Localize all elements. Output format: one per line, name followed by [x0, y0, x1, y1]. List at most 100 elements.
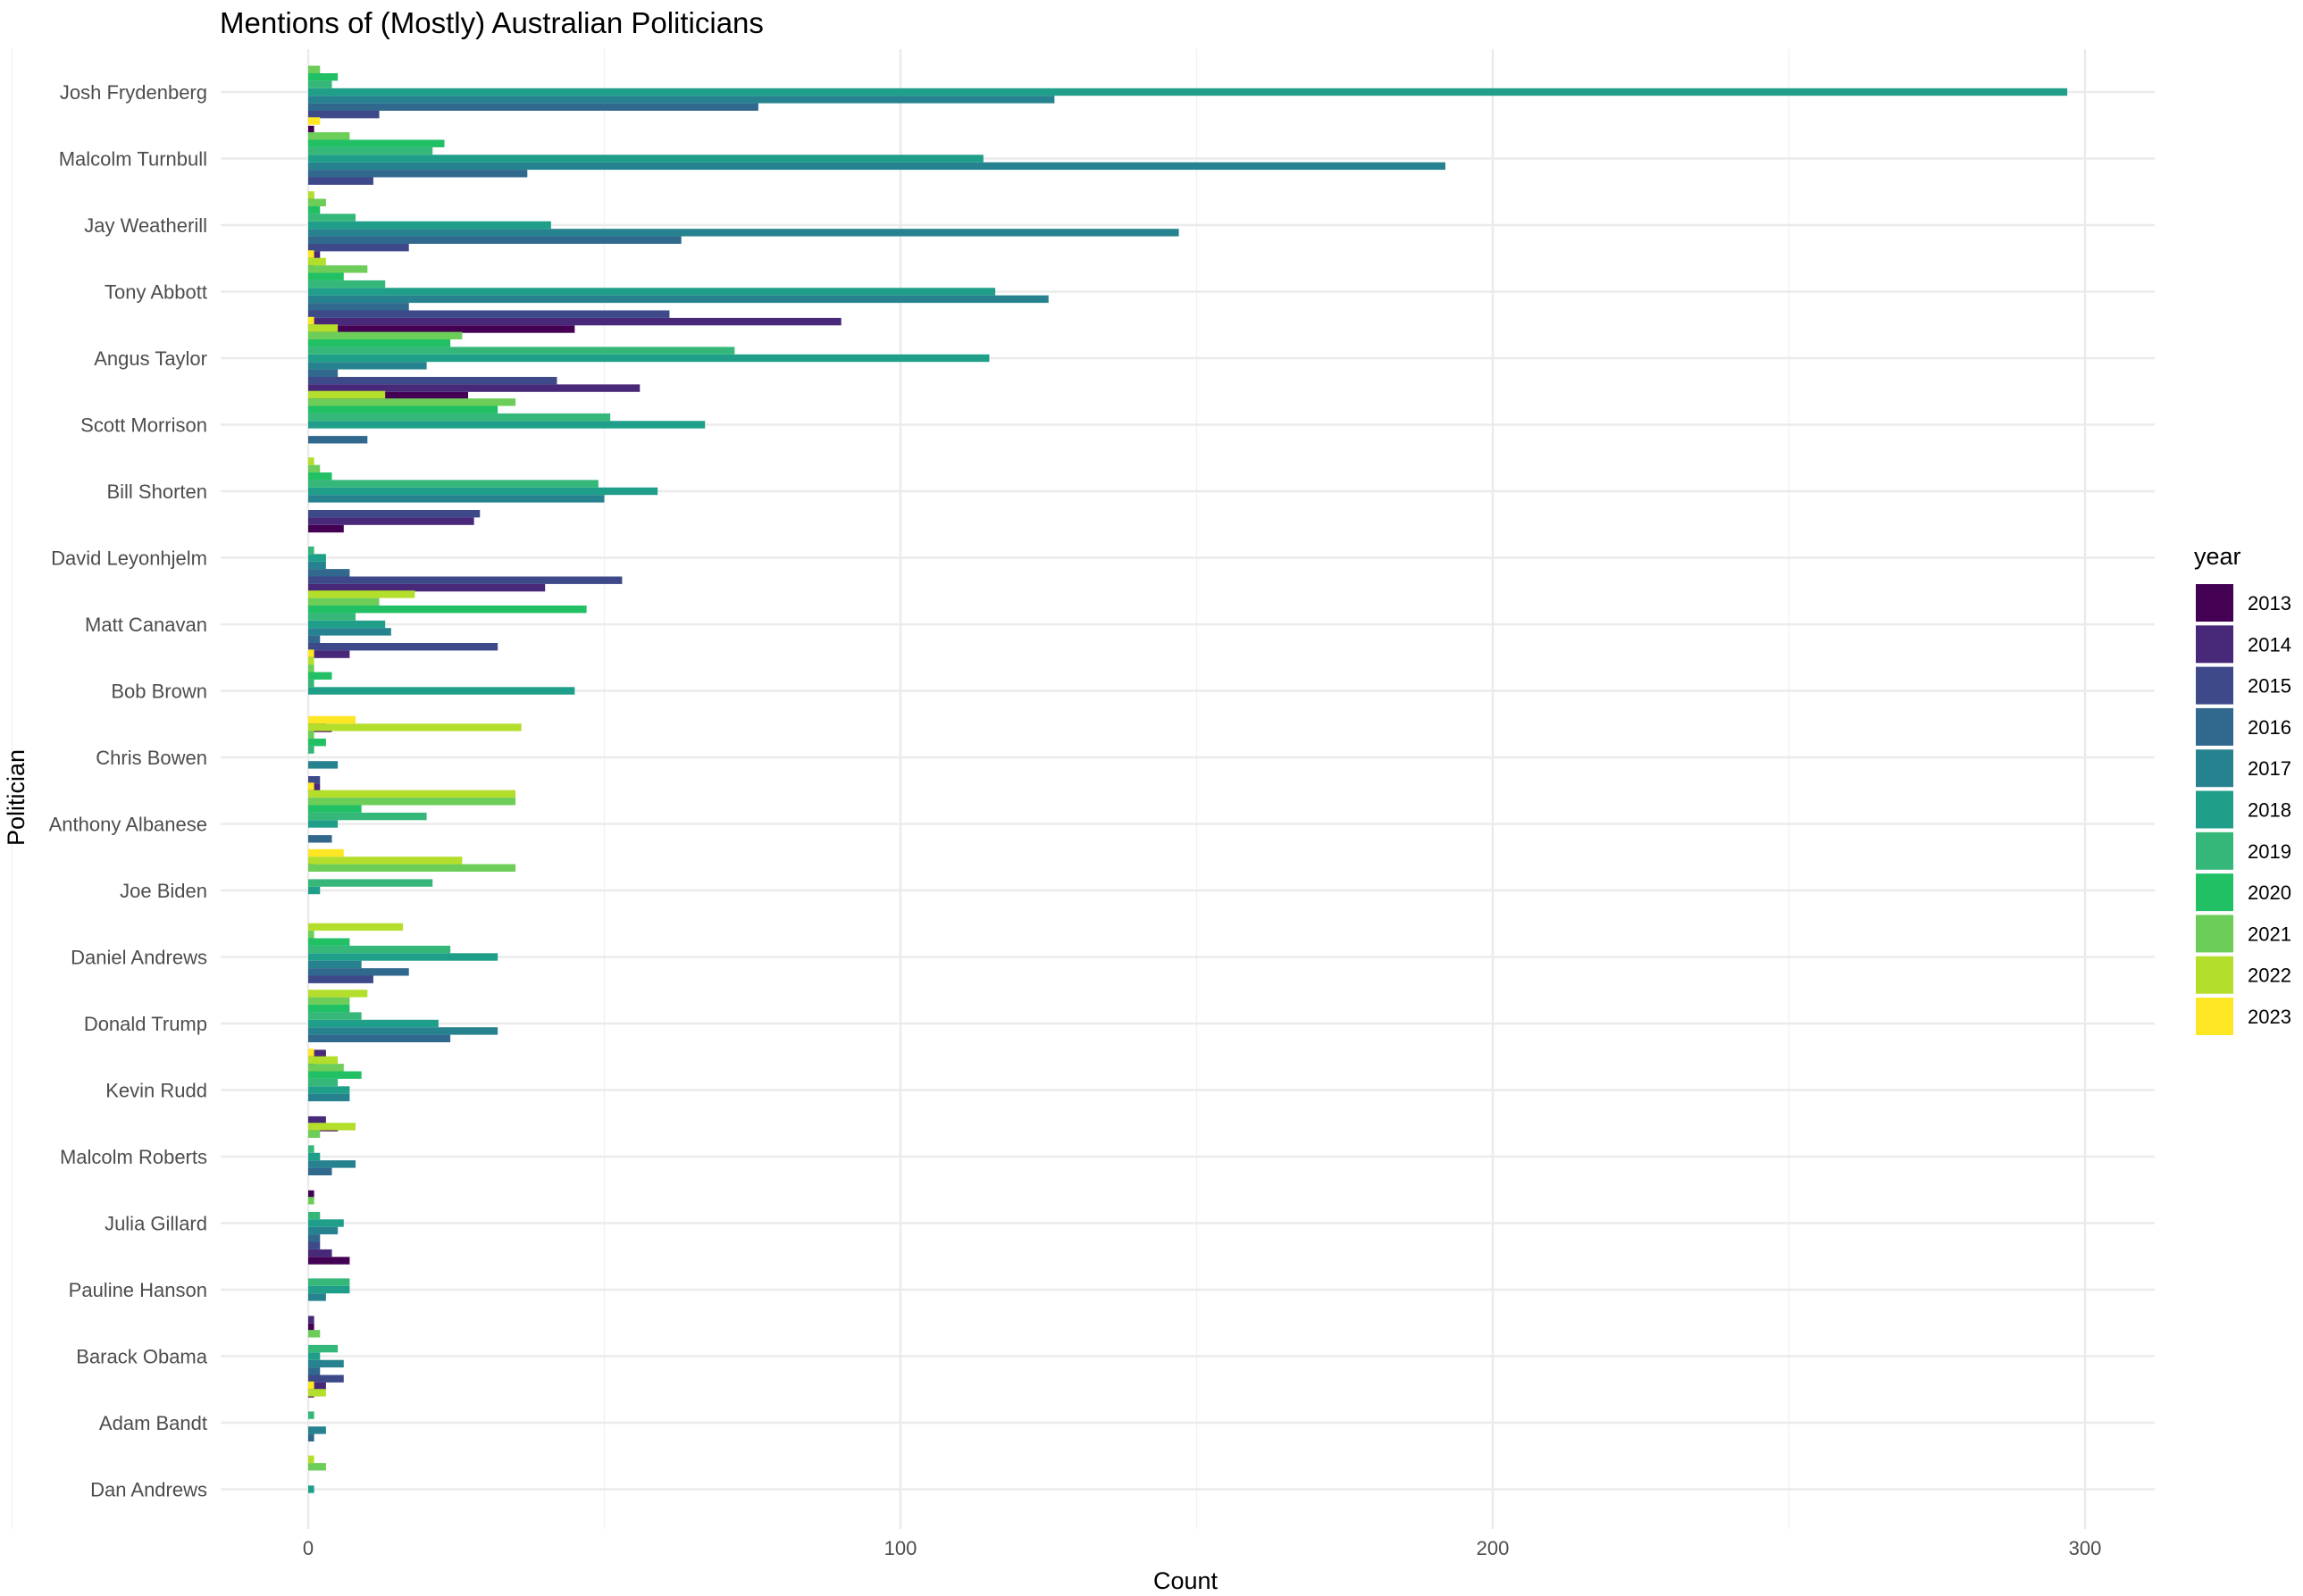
bar: [308, 546, 314, 555]
bar: [308, 1190, 314, 1199]
bar: [308, 213, 356, 221]
legend-label: 2015: [2248, 675, 2291, 698]
bar: [308, 295, 1049, 304]
bar: [308, 244, 409, 252]
bar: [308, 1093, 350, 1102]
y-tick-label: Angus Taylor: [94, 347, 207, 370]
chart-title: Mentions of (Mostly) Australian Politici…: [220, 6, 764, 39]
bar: [308, 731, 314, 739]
bar: [308, 679, 314, 688]
bar: [308, 746, 314, 754]
bar: [308, 480, 599, 488]
y-tick-label: Bill Shorten: [106, 480, 207, 503]
bar: [308, 812, 427, 821]
x-tick-labels: 0 100 200 300: [303, 1537, 2101, 1559]
bar: [308, 257, 326, 266]
bar: [308, 369, 339, 377]
bar: [308, 886, 321, 895]
bar: [308, 628, 391, 636]
bar: [308, 347, 735, 355]
bar: [308, 1359, 344, 1368]
bar: [308, 229, 1179, 237]
y-tick-label: Chris Bowen: [96, 747, 207, 769]
bar: [308, 1249, 332, 1258]
bar: [308, 945, 451, 954]
bar: [308, 649, 314, 657]
bar: [308, 103, 758, 111]
bar: [308, 938, 350, 946]
bar: [308, 1241, 321, 1249]
bar: [308, 390, 386, 399]
bar: [308, 155, 984, 163]
bar: [308, 384, 641, 392]
bar: [308, 170, 528, 178]
bar: [308, 569, 350, 577]
bar: [308, 80, 332, 88]
legend-key: [2196, 749, 2233, 788]
bar: [308, 206, 321, 214]
bar: [308, 650, 350, 658]
y-axis-title: Politician: [3, 749, 29, 846]
y-tick-label: Pauline Hanson: [69, 1279, 207, 1301]
bar: [308, 635, 321, 643]
bar: [308, 960, 362, 969]
bar: [308, 354, 990, 363]
bar: [308, 1285, 350, 1294]
bar: [308, 325, 575, 333]
legend-key: [2196, 956, 2233, 994]
legend-label: 2019: [2248, 840, 2291, 863]
legend-label: 2022: [2248, 965, 2291, 987]
legend-key: [2196, 998, 2233, 1035]
bar: [308, 576, 623, 584]
bar: [308, 723, 522, 731]
bar: [308, 1049, 314, 1057]
bar: [308, 1034, 451, 1042]
bar: [308, 1130, 321, 1138]
bar: [308, 1219, 344, 1227]
bar: [308, 820, 339, 828]
legend-label: 2014: [2248, 633, 2291, 656]
bar: [308, 848, 344, 857]
legend: year 2013 2014 2015 2016 2017 2018 2019 2020 202…: [2194, 543, 2291, 1035]
bar: [308, 1005, 350, 1013]
x-tick-label: 0: [303, 1537, 314, 1559]
bar: [308, 221, 551, 230]
x-tick-label: 300: [2069, 1537, 2102, 1559]
legend-key: [2196, 873, 2233, 912]
y-tick-label: Scott Morrison: [80, 414, 207, 437]
bar: [308, 856, 463, 865]
bar: [308, 117, 321, 125]
bar: [308, 317, 842, 326]
bar: [308, 362, 427, 370]
bar: [308, 73, 339, 81]
bar: [308, 177, 373, 185]
legend-items: 2013 2014 2015 2016 2017 2018 2019 2020 2021 2022…: [2196, 584, 2291, 1035]
bar: [308, 997, 350, 1005]
bar: [308, 191, 314, 199]
bar: [308, 656, 314, 665]
bar: [308, 377, 557, 385]
bar: [308, 975, 373, 983]
y-tick-label: Daniel Andrews: [71, 947, 207, 969]
bar: [308, 421, 706, 429]
bar: [308, 583, 546, 592]
bar: [308, 1367, 321, 1375]
y-tick-label: Bob Brown: [111, 681, 207, 703]
y-tick-label: Kevin Rudd: [105, 1080, 207, 1102]
bar: [308, 111, 380, 119]
y-tick-label: Donald Trump: [84, 1013, 207, 1035]
bar: [308, 1234, 321, 1242]
bar: [308, 405, 498, 414]
bar: [308, 953, 498, 961]
bar: [308, 65, 321, 73]
bar: [308, 1433, 314, 1441]
bar: [308, 776, 321, 784]
bar: [308, 339, 451, 347]
bar: [308, 1344, 339, 1353]
bar: [308, 643, 498, 651]
bar: [308, 715, 356, 724]
bar: [308, 250, 314, 258]
bar: [308, 162, 1445, 171]
bar: [308, 590, 415, 598]
